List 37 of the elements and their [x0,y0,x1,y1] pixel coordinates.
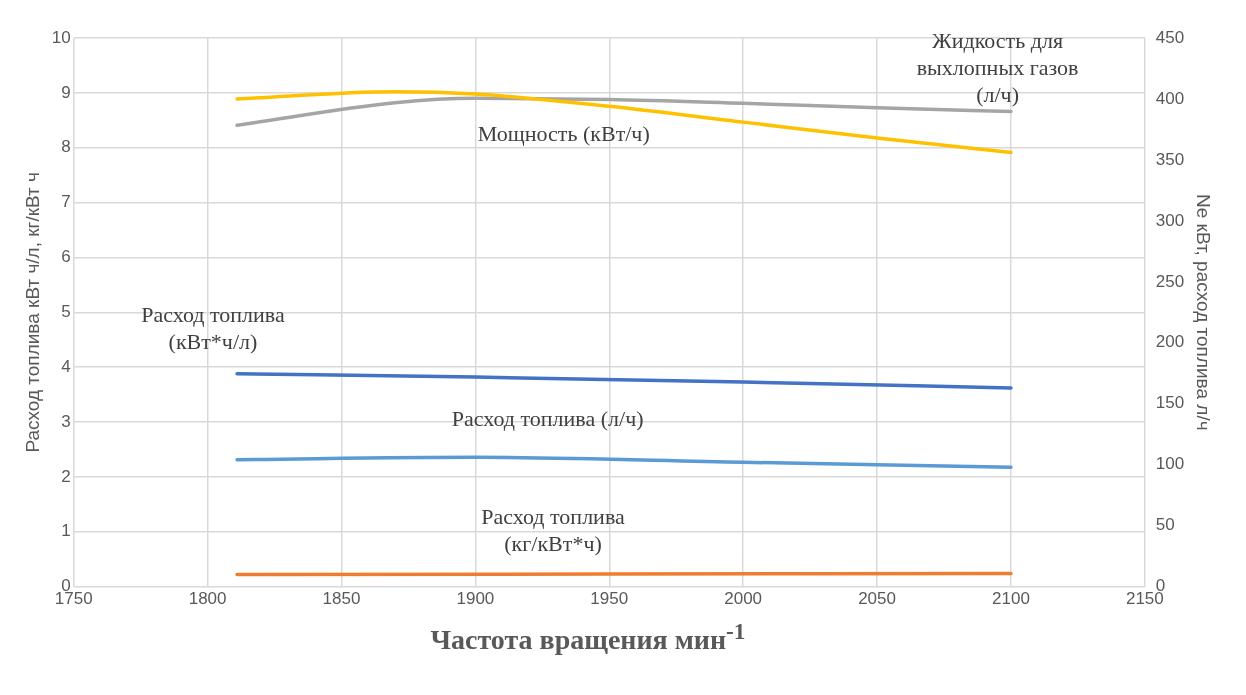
x-tick-label: 1850 [322,589,361,609]
y-tick-label: 8 [61,137,71,157]
x-tick-label: 1950 [590,589,629,609]
y2-tick-label: 100 [1155,454,1185,474]
y2-tick-label: 250 [1155,271,1185,291]
y2-tick-label: 50 [1155,515,1175,535]
y-tick-label: 10 [51,27,71,47]
x-axis-title: Частота вращения мин$^{-1}$ [429,618,747,657]
series-label: Расход топлива (кг/кВт*ч) [481,504,625,557]
x-tick-label: 2050 [858,589,896,609]
x-tick-label: 1900 [456,589,495,609]
y-tick-label: 4 [61,356,71,376]
y-tick-label: 3 [61,411,71,431]
y2-tick-label: 400 [1155,88,1185,108]
y-axis-title: Расход топлива кВт ч/л, кг/кВт ч [21,172,43,453]
y2-tick-label: 150 [1155,393,1185,413]
y-tick-label: 6 [61,247,71,267]
x-tick-label: 2100 [992,589,1030,609]
y-tick-label: 5 [61,301,71,321]
y2-axis-title: Ne кВт, расход топлива л/ч [1193,194,1215,431]
y2-tick-label: 450 [1155,27,1185,47]
y-tick-label: 2 [61,466,71,486]
series-label: Расход топлива (кВт*ч/л) [141,302,285,355]
y-tick-label: 7 [61,192,71,212]
line-series [235,455,1013,469]
series-label: Расход топлива (л/ч) [451,406,644,432]
x-tick-label: 2000 [724,589,763,609]
series-label: Жидкость для выхлопных газов (л/ч) [916,27,1079,107]
y-tick-label: 9 [61,82,71,102]
line-series [235,371,1013,390]
x-tick-label: 1800 [188,589,227,609]
series-label: Мощность (кВт/ч) [477,120,650,146]
y-tick-label: 0 [61,576,71,596]
y-tick-label: 1 [61,521,71,541]
y2-tick-label: 350 [1155,149,1185,169]
y2-tick-label: 300 [1155,210,1185,230]
y2-tick-label: 200 [1155,332,1185,352]
